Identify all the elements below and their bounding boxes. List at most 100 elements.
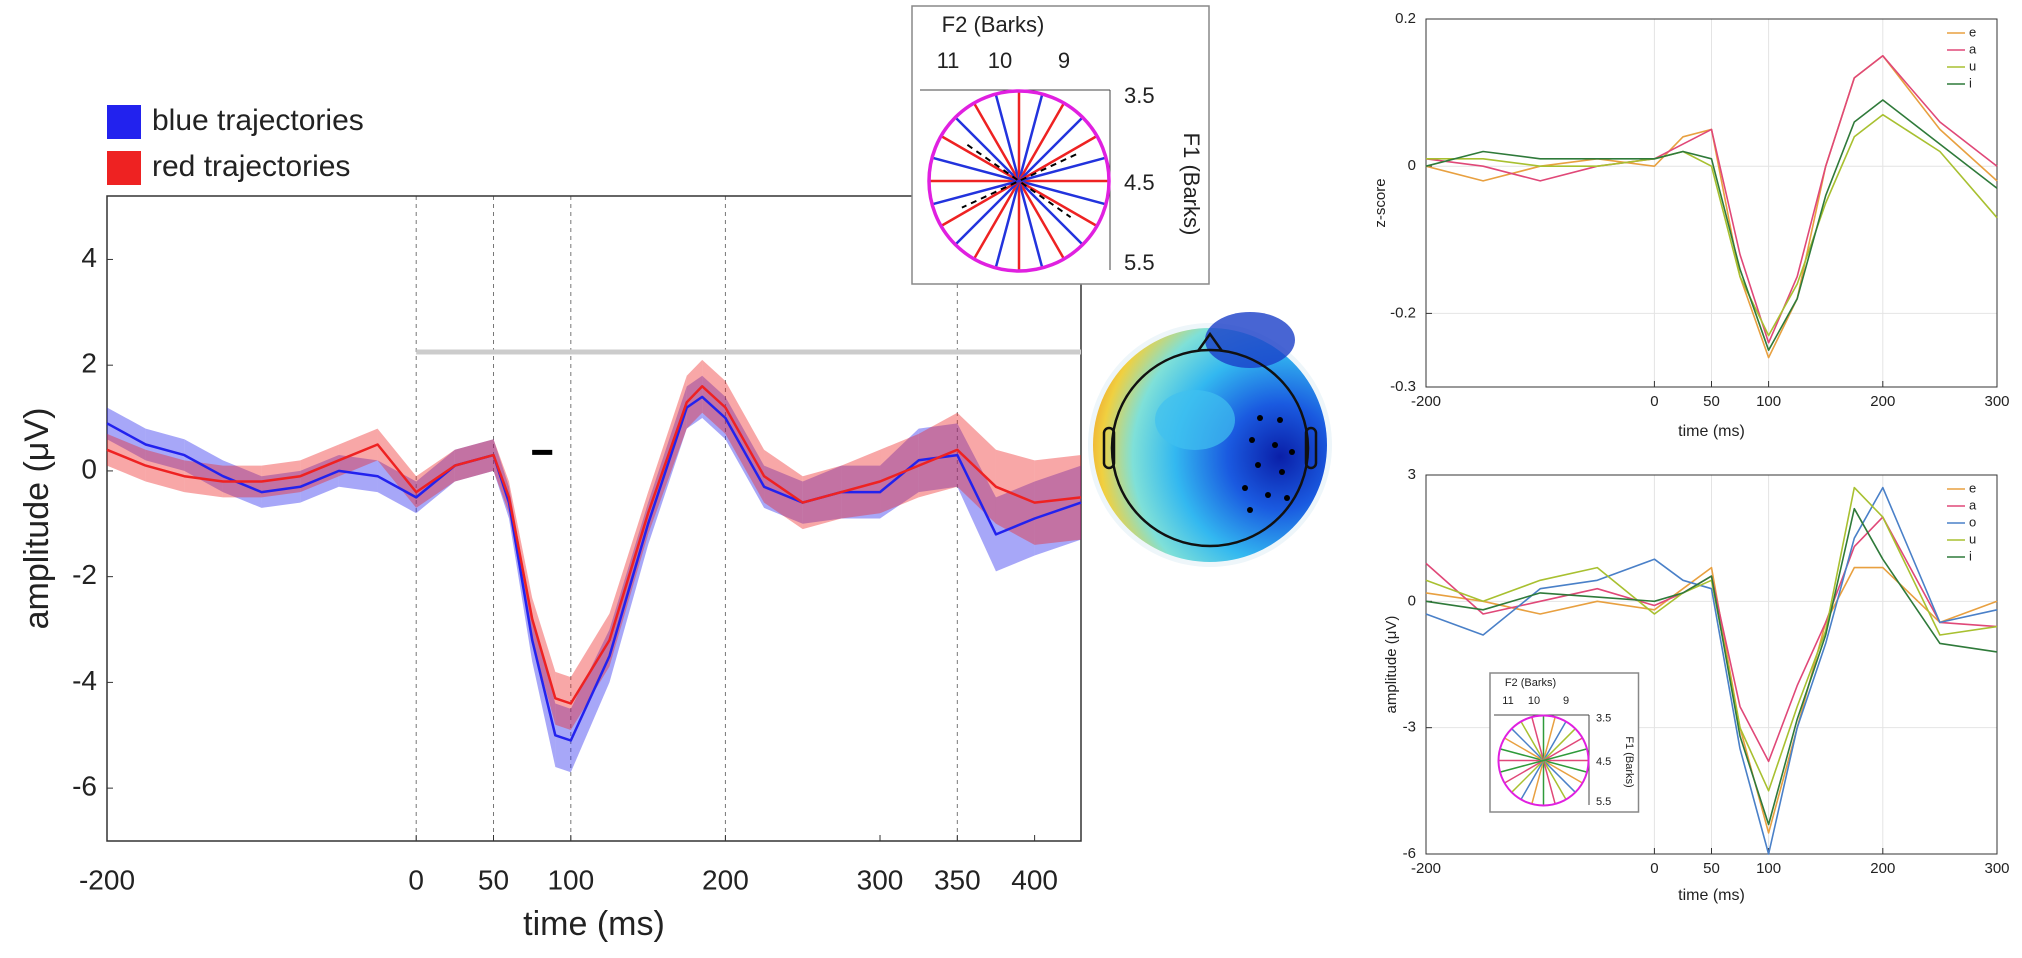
inset-y-tick-label: 3.5	[1124, 83, 1155, 108]
nose	[1196, 331, 1224, 352]
ear	[1102, 426, 1116, 470]
y-tick-label: 0	[1408, 592, 1416, 609]
series-line	[106, 395, 1082, 742]
legend-swatch	[107, 105, 141, 139]
x-tick-label: 200	[1870, 860, 1895, 877]
y-tick-label: -2	[72, 559, 97, 590]
inset-y-tick-label: 4.5	[1124, 170, 1155, 195]
y-tick-label: -0.3	[1390, 378, 1416, 395]
x-tick-label: 300	[857, 864, 904, 895]
y-tick-label: 4	[81, 242, 97, 273]
topomap	[1088, 312, 1332, 567]
chart: -200 0 50 100 200 300 350 400 -6 -4 -2 0 2 4 time (ms)…	[18, 104, 1082, 943]
x-tick-label: 0	[408, 864, 424, 895]
series-line	[1425, 55, 1998, 344]
inset-y-tick-label: 5.5	[1124, 250, 1155, 275]
error-band	[802, 465, 842, 524]
trajectory-circle	[1497, 714, 1590, 807]
trajectory-dashed	[966, 144, 1072, 218]
legend-swatch	[107, 151, 141, 185]
y-tick-label: 0	[81, 453, 97, 484]
series-line	[1425, 99, 1998, 351]
vowel-inset: F2 (Barks) 11 10 9 3.5 4.5 5.5 F1 (Barks)	[911, 5, 1210, 285]
inset-x-tick-label: 9	[1563, 695, 1569, 707]
trajectory	[931, 156, 1107, 206]
x-tick-label: -200	[79, 864, 135, 895]
y-axis-label: amplitude (μV)	[1383, 616, 1400, 714]
topomap-blob	[1155, 390, 1235, 450]
y-tick-label: -0.2	[1390, 304, 1416, 321]
legend-label: red trajectories	[152, 150, 350, 183]
x-tick-label: -200	[1411, 393, 1441, 410]
error-band	[918, 412, 958, 498]
y-tick-label: 0	[1408, 157, 1416, 174]
series-line	[106, 385, 1082, 705]
plot-frame	[106, 195, 1082, 842]
y-tick-label: 2	[81, 348, 97, 379]
inset-y-label: F1 (Barks)	[1623, 736, 1635, 787]
x-tick-label: 200	[1870, 393, 1895, 410]
series-line	[1425, 486, 1998, 792]
inset-y-tick-label: 3.5	[1596, 712, 1611, 724]
y-tick-label: 3	[1408, 466, 1416, 483]
legend-label: i	[1969, 75, 1972, 90]
inset-x-tick-label: 10	[1528, 695, 1540, 707]
x-tick-label: 50	[478, 864, 509, 895]
x-axis-label: time (ms)	[523, 905, 665, 943]
inset-x-tick-label: 10	[988, 48, 1012, 73]
y-axis-label: z-score	[1372, 178, 1389, 227]
legend-label: e	[1969, 480, 1976, 495]
error-band	[841, 449, 881, 519]
x-tick-label: 50	[1703, 393, 1720, 410]
inset-x-tick-label: 9	[1058, 48, 1070, 73]
inset-y-tick-label: 4.5	[1596, 756, 1611, 768]
y-tick-label: -4	[72, 665, 97, 696]
inset-title: F2 (Barks)	[942, 12, 1045, 37]
legend-label: u	[1969, 531, 1976, 546]
series-line	[1425, 516, 1998, 763]
x-tick-label: -200	[1411, 860, 1441, 877]
x-tick-label: 50	[1703, 860, 1720, 877]
x-tick-label: 350	[934, 864, 981, 895]
y-tick-label: -6	[72, 771, 97, 802]
x-tick-label: 0	[1650, 860, 1658, 877]
x-axis-label: time (ms)	[1678, 423, 1745, 440]
x-tick-label: 400	[1011, 864, 1058, 895]
series-line	[1425, 486, 1998, 855]
vowel-inset: F2 (Barks) 11 10 9 3.5 4.5 5.5 F1 (Barks)	[1489, 672, 1640, 813]
inset-x-tick-label: 11	[937, 48, 960, 73]
y-tick-label: -6	[1403, 845, 1416, 862]
trajectory-circle	[927, 89, 1111, 273]
legend-label: u	[1969, 58, 1976, 73]
y-tick-label: 0.2	[1395, 10, 1416, 27]
x-tick-label: 100	[547, 864, 594, 895]
inset-x-tick-label: 11	[1502, 695, 1513, 707]
series-line	[1426, 113, 1998, 337]
y-tick-label: -3	[1403, 719, 1416, 736]
legend-label: o	[1969, 514, 1976, 529]
electrodes	[1242, 415, 1295, 513]
legend-label: a	[1969, 41, 1977, 56]
x-tick-label: 300	[1984, 393, 2009, 410]
chart: -200 0 50 100 200 300 -0.3 -0.2 0 0.2 time (ms) z-s…	[1372, 10, 2010, 440]
chart: -200 0 50 100 200 300 -6 -3 0 3 time (ms) amplitude…	[1383, 466, 2010, 904]
y-axis-label: amplitude (μV)	[18, 408, 56, 630]
legend-label: i	[1969, 548, 1972, 563]
series-line	[1425, 507, 1998, 826]
x-tick-label: 100	[1756, 393, 1781, 410]
topomap-blob	[1205, 312, 1295, 368]
legend-label: e	[1969, 24, 1976, 39]
inset-y-tick-label: 5.5	[1596, 796, 1611, 808]
head-outline	[1110, 348, 1310, 548]
x-tick-label: 100	[1756, 860, 1781, 877]
trajectory	[1499, 748, 1588, 773]
x-tick-label: 300	[1984, 860, 2009, 877]
legend-label: a	[1969, 497, 1977, 512]
x-axis-label: time (ms)	[1678, 887, 1745, 904]
legend-label: blue trajectories	[152, 104, 364, 137]
x-tick-label: 200	[702, 864, 749, 895]
ear	[1304, 426, 1318, 470]
inset-y-label: F1 (Barks)	[1179, 133, 1204, 236]
